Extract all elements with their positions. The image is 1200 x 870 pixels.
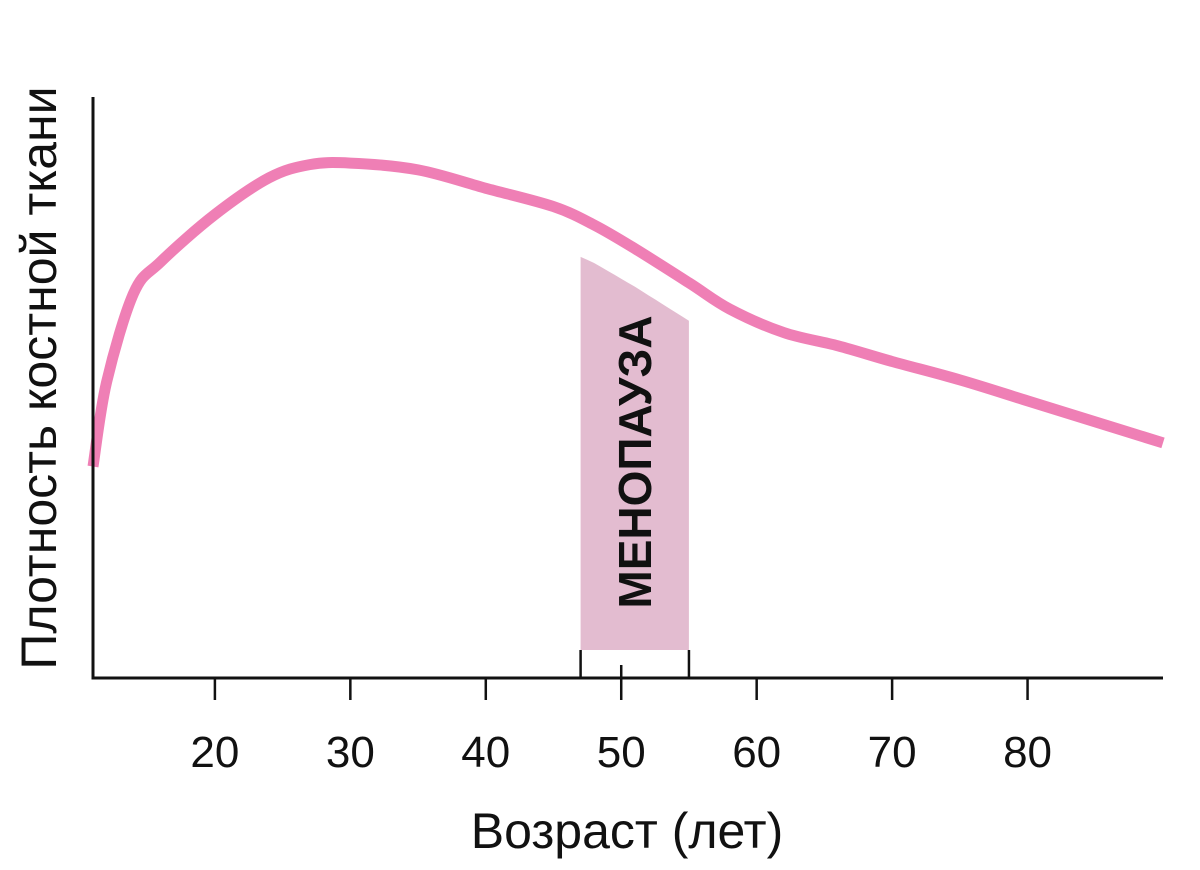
- x-tick-label: 70: [868, 728, 917, 777]
- bone-density-line: [87, 157, 1165, 468]
- x-ticks-layer: 20 30 40 50 60 70 80: [190, 678, 1052, 777]
- x-axis-title: Возраст (лет): [471, 803, 783, 859]
- x-tick-label: 30: [326, 728, 375, 777]
- x-tick-label: 40: [461, 728, 510, 777]
- y-axis-title: Плотность костной ткани: [11, 86, 67, 669]
- axes-layer: [91, 97, 1163, 680]
- menopause-label: МЕНОПАУЗА: [609, 315, 661, 608]
- x-tick-label: 80: [1003, 728, 1052, 777]
- series-layer: [87, 157, 1165, 468]
- x-tick-label: 50: [597, 728, 646, 777]
- x-tick-label: 20: [190, 728, 239, 777]
- menopause-band-layer: [579, 256, 691, 678]
- x-tick-label: 60: [732, 728, 781, 777]
- menopause-band: [580, 256, 689, 650]
